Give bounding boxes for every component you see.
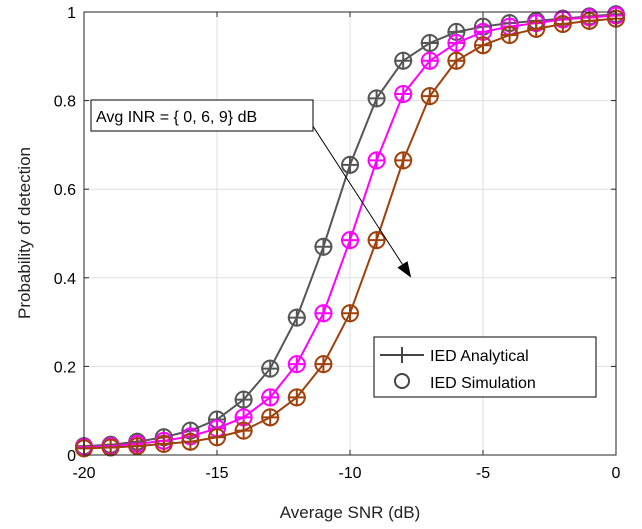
x-tick-label: -20 [72,465,95,482]
annotation-box [90,99,314,132]
y-tick-label: 0.4 [54,271,76,288]
x-tick-label: -10 [338,465,361,482]
y-axis-label: Probability of detection [15,147,34,319]
x-tick-label: -15 [205,465,228,482]
legend-label-analytical: IED Analytical [430,348,529,365]
y-tick-label: 0.2 [54,359,76,376]
x-tick-label: 0 [612,465,621,482]
y-tick-label: 1 [67,5,76,22]
legend: IED Analytical IED Simulation [373,336,597,398]
annotation-arrow-line [301,109,403,265]
x-axis-ticks: -20 -15 -10 -5 0 [72,12,621,482]
annotation: Avg INR = { 0, 6, 9} dB [90,99,412,278]
legend-label-simulation: IED Simulation [430,375,536,392]
series-2 [75,6,625,457]
y-tick-label: 0 [67,448,76,465]
legend-box [373,336,597,398]
annotation-arrow-head [397,261,412,278]
y-tick-label: 0.8 [54,94,76,111]
legend-circle-marker [394,373,410,389]
x-tick-label: -5 [476,465,490,482]
series-layer [75,5,625,458]
x-axis-label: Average SNR (dB) [280,503,420,522]
y-axis-ticks: 0 0.2 0.4 0.6 0.8 1 [54,5,616,465]
y-tick-label: 0.6 [54,182,76,199]
annotation-text: Avg INR = { 0, 6, 9} dB [96,109,257,126]
